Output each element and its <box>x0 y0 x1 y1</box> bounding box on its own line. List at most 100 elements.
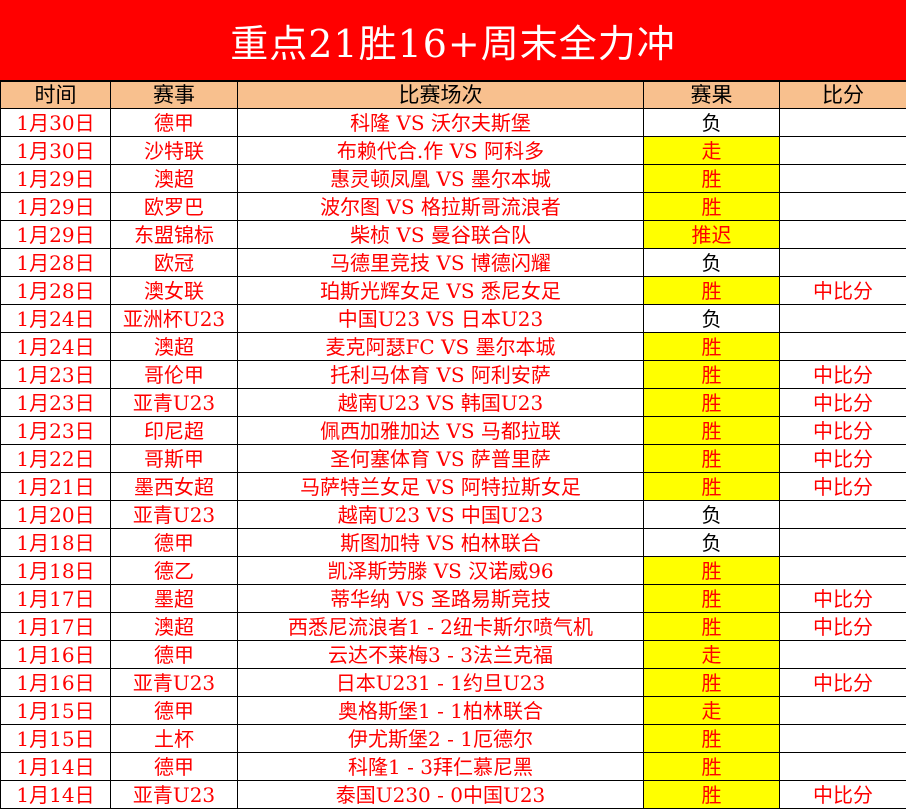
result-cell: 胜 <box>643 360 780 389</box>
result-cell: 胜 <box>643 416 780 445</box>
result-cell: 负 <box>643 248 780 277</box>
match-cell: 越南U23 VS 韩国U23 <box>237 388 644 417</box>
result-cell: 负 <box>643 500 780 529</box>
date-cell: 1月18日 <box>0 556 111 585</box>
match-cell: 伊尤斯堡2 - 1厄德尔 <box>237 724 644 753</box>
match-cell: 佩西加雅加达 VS 马都拉联 <box>237 416 644 445</box>
score-cell <box>779 556 906 585</box>
date-cell: 1月17日 <box>0 612 111 641</box>
league-cell: 德甲 <box>110 752 238 781</box>
date-cell: 1月18日 <box>0 528 111 557</box>
score-cell: 中比分 <box>779 780 906 809</box>
table-row: 1月18日 德乙 凯泽斯劳滕 VS 汉诺威96 胜 <box>0 556 906 585</box>
score-cell: 中比分 <box>779 612 906 641</box>
result-cell: 胜 <box>643 612 780 641</box>
header-time: 时间 <box>0 81 111 109</box>
result-cell: 负 <box>643 528 780 557</box>
league-cell: 欧罗巴 <box>110 192 238 221</box>
table-row: 1月17日 澳超 西悉尼流浪者1 - 2纽卡斯尔喷气机胜中比分 <box>0 612 906 641</box>
league-cell: 德甲 <box>110 528 238 557</box>
table-row: 1月24日 澳超 麦克阿瑟FC VS 墨尔本城胜 <box>0 332 906 361</box>
table-row: 1月16日 德甲 云达不莱梅3 - 3法兰克福走 <box>0 640 906 669</box>
league-cell: 德甲 <box>110 696 238 725</box>
table-row: 1月16日 亚青U23 日本U231 - 1约旦U23 胜中比分 <box>0 668 906 697</box>
result-cell: 负 <box>643 304 780 333</box>
result-cell: 走 <box>643 136 780 165</box>
score-cell <box>779 220 906 249</box>
match-cell: 麦克阿瑟FC VS 墨尔本城 <box>237 332 644 361</box>
league-cell: 土杯 <box>110 724 238 753</box>
league-cell: 亚青U23 <box>110 780 238 809</box>
table-row: 1月23日 亚青U23 越南U23 VS 韩国U23 胜中比分 <box>0 388 906 417</box>
match-cell: 科隆1 - 3拜仁慕尼黑 <box>237 752 644 781</box>
date-cell: 1月14日 <box>0 780 111 809</box>
table-row: 1月29日 东盟锦标 柴桢 VS 曼谷联合队 推迟 <box>0 220 906 249</box>
score-cell <box>779 192 906 221</box>
league-cell: 沙特联 <box>110 136 238 165</box>
table-row: 1月29日 欧罗巴 波尔图 VS 格拉斯哥流浪者胜 <box>0 192 906 221</box>
league-cell: 墨超 <box>110 584 238 613</box>
score-cell <box>779 528 906 557</box>
match-cell: 泰国U230 - 0中国U23 <box>237 780 644 809</box>
score-cell <box>779 500 906 529</box>
result-cell: 胜 <box>643 192 780 221</box>
result-cell: 胜 <box>643 164 780 193</box>
result-cell: 胜 <box>643 780 780 809</box>
table-row: 1月17日 墨超 蒂华纳 VS 圣路易斯竞技胜中比分 <box>0 584 906 613</box>
date-cell: 1月29日 <box>0 164 111 193</box>
match-cell: 布赖代合.作 VS 阿科多 <box>237 136 644 165</box>
table-row: 1月15日 土杯 伊尤斯堡2 - 1厄德尔胜 <box>0 724 906 753</box>
date-cell: 1月24日 <box>0 304 111 333</box>
match-cell: 云达不莱梅3 - 3法兰克福 <box>237 640 644 669</box>
match-cell: 凯泽斯劳滕 VS 汉诺威96 <box>237 556 644 585</box>
table-row: 1月29日 澳超 惠灵顿凤凰 VS 墨尔本城胜 <box>0 164 906 193</box>
league-cell: 墨西女超 <box>110 472 238 501</box>
match-cell: 中国U23 VS 日本U23 <box>237 304 644 333</box>
date-cell: 1月22日 <box>0 444 111 473</box>
header-match: 比赛场次 <box>237 81 644 109</box>
league-cell: 德甲 <box>110 108 238 137</box>
result-cell: 走 <box>643 696 780 725</box>
table-row: 1月28日 澳女联 珀斯光辉女足 VS 悉尼女足胜中比分 <box>0 276 906 305</box>
league-cell: 德乙 <box>110 556 238 585</box>
league-cell: 亚青U23 <box>110 668 238 697</box>
table-row: 1月30日 沙特联 布赖代合.作 VS 阿科多走 <box>0 136 906 165</box>
score-cell <box>779 108 906 137</box>
league-cell: 印尼超 <box>110 416 238 445</box>
result-cell: 走 <box>643 640 780 669</box>
league-cell: 澳超 <box>110 164 238 193</box>
date-cell: 1月16日 <box>0 668 111 697</box>
match-cell: 马德里竞技 VS 博德闪耀 <box>237 248 644 277</box>
table-row: 1月20日 亚青U23 越南U23 VS 中国U23 负 <box>0 500 906 529</box>
league-cell: 澳超 <box>110 612 238 641</box>
score-cell <box>779 304 906 333</box>
result-cell: 胜 <box>643 388 780 417</box>
match-cell: 柴桢 VS 曼谷联合队 <box>237 220 644 249</box>
date-cell: 1月23日 <box>0 388 111 417</box>
date-cell: 1月23日 <box>0 416 111 445</box>
match-cell: 科隆 VS 沃尔夫斯堡 <box>237 108 644 137</box>
date-cell: 1月28日 <box>0 248 111 277</box>
league-cell: 哥斯甲 <box>110 444 238 473</box>
table-row: 1月22日 哥斯甲 圣何塞体育 VS 萨普里萨胜中比分 <box>0 444 906 473</box>
date-cell: 1月21日 <box>0 472 111 501</box>
table-row: 1月14日 德甲 科隆1 - 3拜仁慕尼黑胜 <box>0 752 906 781</box>
table-row: 1月24日 亚洲杯U23 中国U23 VS 日本U23 负 <box>0 304 906 333</box>
header-result: 赛果 <box>643 81 780 109</box>
table-row: 1月15日 德甲 奥格斯堡1 - 1柏林联合走 <box>0 696 906 725</box>
score-cell <box>779 248 906 277</box>
match-cell: 惠灵顿凤凰 VS 墨尔本城 <box>237 164 644 193</box>
score-cell: 中比分 <box>779 360 906 389</box>
league-cell: 澳超 <box>110 332 238 361</box>
score-cell <box>779 332 906 361</box>
results-table: 时间 赛事 比赛场次 赛果 比分 1月30日 德甲 科隆 VS 沃尔夫斯堡负 1月30… <box>0 81 906 809</box>
table-row: 1月18日 德甲 斯图加特 VS 柏林联合负 <box>0 528 906 557</box>
date-cell: 1月28日 <box>0 276 111 305</box>
score-cell <box>779 640 906 669</box>
score-cell: 中比分 <box>779 584 906 613</box>
date-cell: 1月23日 <box>0 360 111 389</box>
page-title: 重点21胜16+周末全力冲 <box>0 0 906 81</box>
result-cell: 胜 <box>643 668 780 697</box>
date-cell: 1月30日 <box>0 108 111 137</box>
league-cell: 哥伦甲 <box>110 360 238 389</box>
